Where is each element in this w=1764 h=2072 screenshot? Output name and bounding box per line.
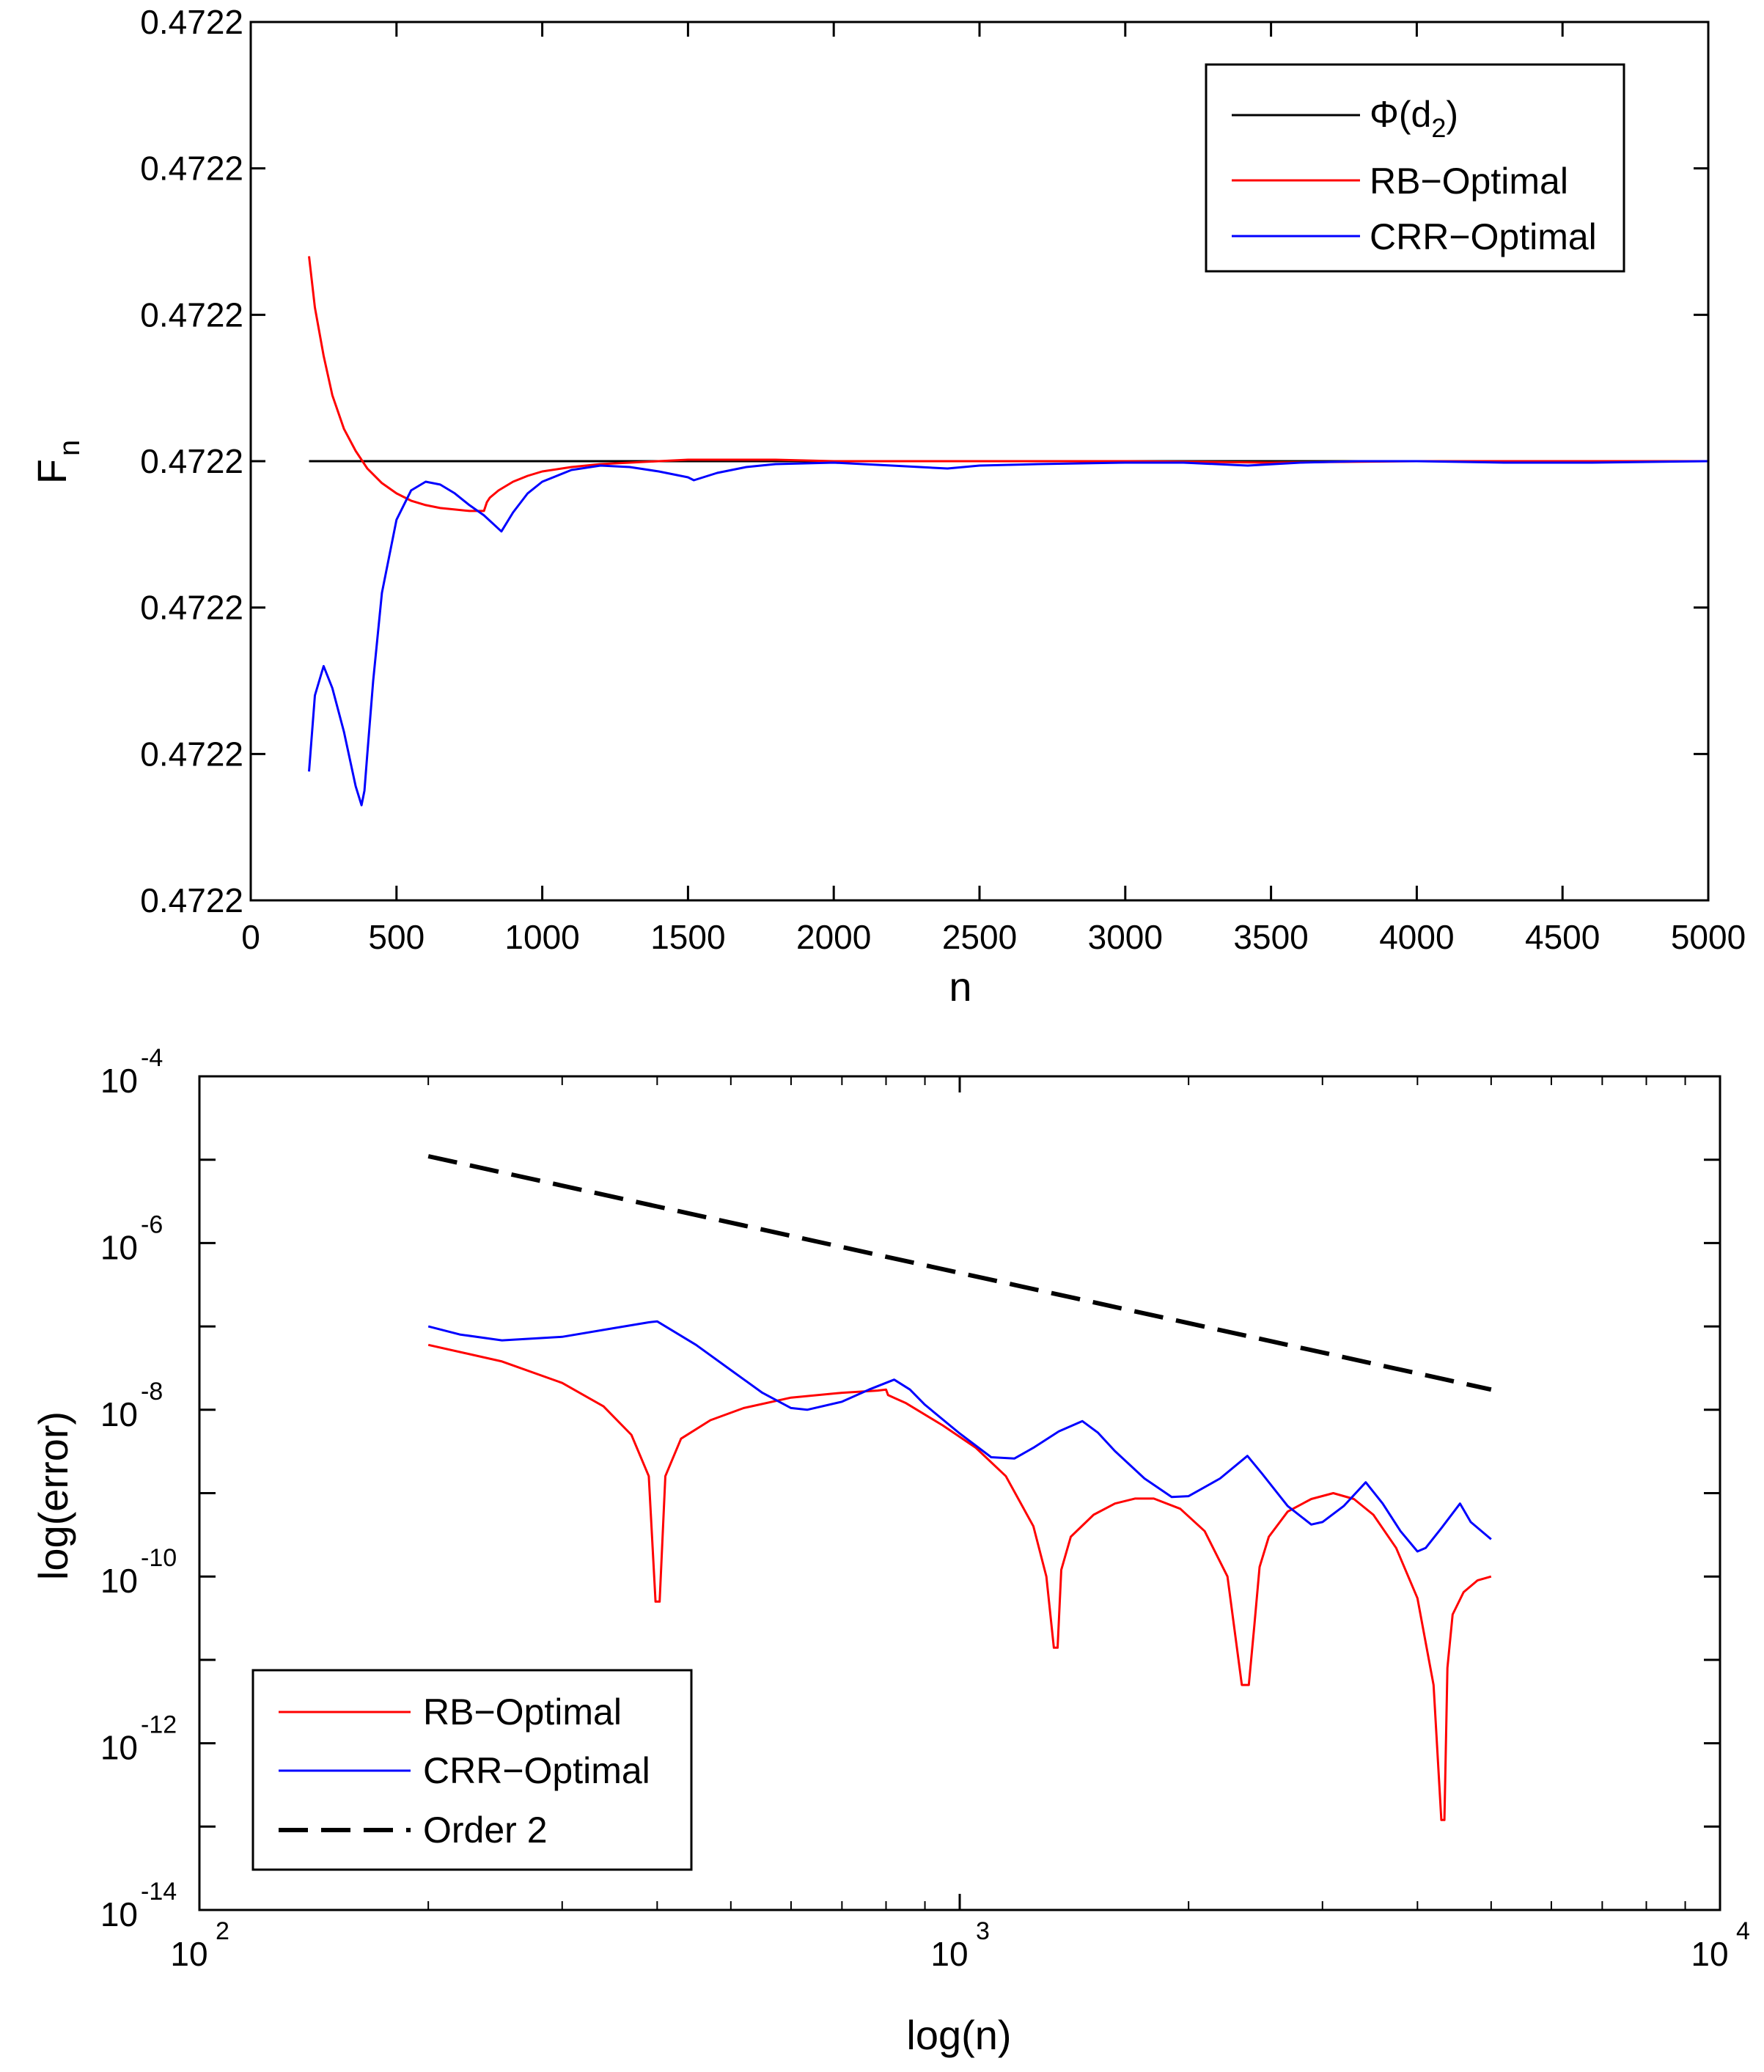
bottom-x-tick-label: 10: [1691, 1935, 1728, 1973]
top-x-tick-label: 1000: [504, 918, 579, 956]
bottom-x-tick-label: 10: [930, 1935, 968, 1973]
top-y-tick-label: 0.4722: [140, 295, 243, 334]
top-legend-label-rb: RB−Optimal: [1370, 161, 1568, 202]
top-x-tick-label: 4500: [1525, 918, 1600, 956]
top-plot-lines: [308, 256, 1709, 807]
top-y-tick-label: 0.4722: [140, 442, 243, 480]
bottom-legend-label-order2: Order 2: [423, 1810, 548, 1851]
bottom-series-order2-line: [427, 1154, 1492, 1392]
bottom-y-axis-label: log(error): [30, 1411, 76, 1580]
top-y-tick-label: 0.4722: [140, 589, 243, 627]
bottom-y-tick-exponent: -6: [141, 1210, 163, 1238]
top-x-tick-label: 2500: [942, 918, 1017, 956]
top-y-tick-label: 0.4722: [140, 150, 243, 188]
bottom-y-tick-exponent: -14: [141, 1878, 177, 1906]
bottom-y-tick-label: 10: [100, 1228, 138, 1266]
top-tick-labels: 0 500 1000 1500 2000 2500 3000 3500 4000 4500 5000…: [140, 3, 1746, 956]
svg-text:Fn: Fn: [29, 440, 86, 484]
bottom-series-rb-line: [427, 1343, 1492, 1821]
top-x-tick-label: 3500: [1233, 918, 1308, 956]
top-y-tick-label: 0.4722: [140, 881, 243, 919]
bottom-y-tick-label: 10: [100, 1729, 138, 1767]
bottom-y-tick-label: 10: [100, 1562, 138, 1600]
bottom-plot-frame: [198, 1075, 1721, 1911]
bottom-x-tick-label: 10: [170, 1935, 207, 1973]
top-legend-label-phi: Φ(d2): [1370, 94, 1458, 143]
bottom-series-crr-line: [427, 1320, 1492, 1553]
bottom-x-tick-exponent: 4: [1736, 1917, 1750, 1945]
top-x-tick-label: 500: [368, 918, 425, 956]
svg-text:log(error): log(error): [30, 1411, 76, 1580]
top-y-tick-label: 0.4722: [140, 735, 243, 773]
top-x-tick-label: 2000: [796, 918, 871, 956]
top-chart: 0 500 1000 1500 2000 2500 3000 3500 4000 4500 5000…: [29, 3, 1746, 1010]
bottom-y-tick-label: 10: [100, 1895, 138, 1933]
bottom-y-tick-exponent: -12: [141, 1711, 177, 1739]
bottom-y-tick-exponent: -10: [141, 1544, 177, 1572]
bottom-plot-lines: [427, 1154, 1492, 1821]
bottom-y-tick-exponent: -4: [141, 1044, 163, 1072]
top-series-crr-line: [308, 460, 1709, 807]
top-legend: Φ(d2) RB−Optimal CRR−Optimal: [1205, 63, 1625, 273]
bottom-legend-label-rb: RB−Optimal: [423, 1691, 622, 1733]
top-x-tick-label: 1500: [650, 918, 725, 956]
top-y-axis-label-main: F: [29, 459, 75, 484]
bottom-x-tick-exponent: 2: [216, 1917, 229, 1945]
top-y-tick-label: 0.4722: [140, 3, 243, 41]
top-plot-frame: [249, 21, 1710, 902]
bottom-legend-label-crr: CRR−Optimal: [423, 1750, 650, 1791]
top-x-axis-label: n: [949, 963, 971, 1010]
bottom-x-tick-exponent: 3: [976, 1917, 990, 1945]
top-legend-label-crr: CRR−Optimal: [1370, 216, 1597, 257]
bottom-y-tick-label: 10: [100, 1395, 138, 1433]
top-x-tick-label: 4000: [1379, 918, 1454, 956]
top-y-axis-label-subscript: n: [54, 440, 86, 456]
top-series-rb-line: [308, 256, 1708, 513]
top-x-tick-label: 5000: [1671, 918, 1746, 956]
top-y-axis-label: Fn: [29, 440, 86, 484]
bottom-y-tick-label: 10: [100, 1062, 138, 1100]
bottom-legend: RB−Optimal CRR−Optimal Order 2: [251, 1669, 693, 1871]
top-x-tick-label: 0: [241, 918, 260, 956]
bottom-x-axis-label: log(n): [906, 2012, 1011, 2058]
top-x-tick-label: 3000: [1088, 918, 1163, 956]
bottom-y-tick-exponent: -8: [141, 1378, 163, 1406]
